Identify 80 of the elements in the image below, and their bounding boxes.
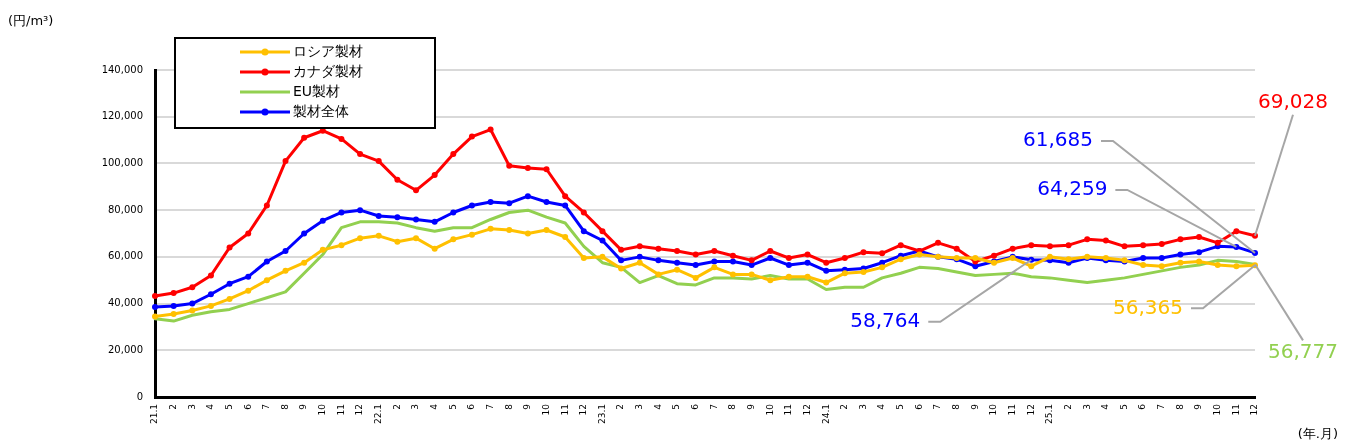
x-tick-label: 8 [279,403,290,410]
x-tick-label: 11 [1006,404,1017,416]
x-tick-label: 3 [1081,404,1092,410]
data-label: 58,764 [850,307,921,332]
y-axis-title: (円/m³) [8,13,54,29]
x-tick-label: 4 [205,403,216,410]
x-tick-label: 12 [801,404,812,416]
y-tick-label: 0 [136,390,143,402]
x-tick-label: 2 [1062,404,1073,410]
x-tick-label: 6 [690,403,701,410]
legend-label: カナダ製材 [293,62,363,79]
x-tick-label: 7 [1156,404,1167,410]
x-tick-label: 23.1 [596,404,607,425]
x-tick-label: 21.1 [149,404,160,425]
x-tick-label: 2 [615,404,626,410]
x-tick-label: 9 [298,403,309,410]
y-tick-label: 100,000 [101,157,143,169]
x-tick-label: 9 [745,403,756,410]
x-tick-label: 6 [466,403,477,410]
x-tick-label: 4 [876,403,887,410]
y-tick-label: 40,000 [108,297,143,309]
x-tick-label: 24.1 [820,404,831,425]
x-tick-label: 9 [969,403,980,410]
x-tick-label: 5 [895,404,906,410]
x-tick-label: 8 [503,403,514,410]
legend-label: 製材全体 [293,102,349,119]
x-tick-label: 6 [242,403,253,410]
data-label: 61,685 [1023,127,1093,152]
x-tick-label: 4 [1100,403,1111,410]
x-tick-label: 8 [727,403,738,410]
data-label: 56,365 [1113,294,1183,319]
legend-label: ロシア製材 [293,42,363,59]
x-tick-label: 7 [708,404,719,410]
y-tick-label: 20,000 [108,343,143,355]
x-tick-label: 10 [988,403,999,416]
x-tick-label: 3 [186,404,197,410]
data-label: 56,777 [1268,338,1338,363]
y-tick-label: 140,000 [101,63,143,75]
data-label: 69,028 [1258,88,1328,113]
x-tick-label: 12 [578,404,589,416]
y-tick-label: 120,000 [101,110,143,122]
x-tick-label: 10 [540,403,551,416]
x-tick-label: 10 [317,403,328,416]
x-tick-label: 3 [857,404,868,410]
x-tick-label: 11 [1230,404,1241,416]
x-tick-label: 7 [932,404,943,410]
x-tick-label: 11 [559,404,570,416]
x-tick-label: 2 [167,404,178,410]
x-tick-label: 8 [951,403,962,410]
x-tick-label: 5 [447,404,458,410]
x-tick-label: 11 [335,404,346,416]
x-tick-label: 4 [429,403,439,410]
legend-label: EU製材 [293,82,341,99]
x-tick-label: 7 [261,404,272,410]
x-tick-label: 3 [410,404,421,410]
x-tick-label: 6 [1137,403,1148,410]
x-tick-label: 10 [764,403,775,416]
x-tick-label: 8 [1174,403,1185,410]
x-tick-label: 12 [1249,404,1260,416]
x-tick-label: 2 [839,404,850,410]
x-tick-label: 4 [652,403,663,410]
x-tick-label: 6 [913,403,924,410]
x-tick-label: 5 [671,404,682,410]
x-tick-label: 11 [783,404,794,416]
x-tick-label: 5 [223,404,234,410]
x-tick-label: 7 [484,404,495,410]
x-tick-label: 10 [1212,403,1223,416]
x-tick-label: 9 [1193,403,1204,410]
x-tick-label: 3 [634,404,645,410]
x-tick-label: 12 [354,404,365,416]
x-tick-label: 2 [391,404,402,410]
x-tick-label: 12 [1025,404,1036,416]
x-axis-title: (年.月) [1297,426,1338,442]
x-tick-label: 9 [522,403,533,410]
y-tick-label: 80,000 [108,203,143,215]
x-tick-label: 25.1 [1044,404,1055,425]
x-tick-label: 22.1 [373,404,384,425]
x-tick-label: 5 [1118,404,1129,410]
y-tick-label: 60,000 [108,250,143,262]
data-label: 64,259 [1037,176,1108,201]
